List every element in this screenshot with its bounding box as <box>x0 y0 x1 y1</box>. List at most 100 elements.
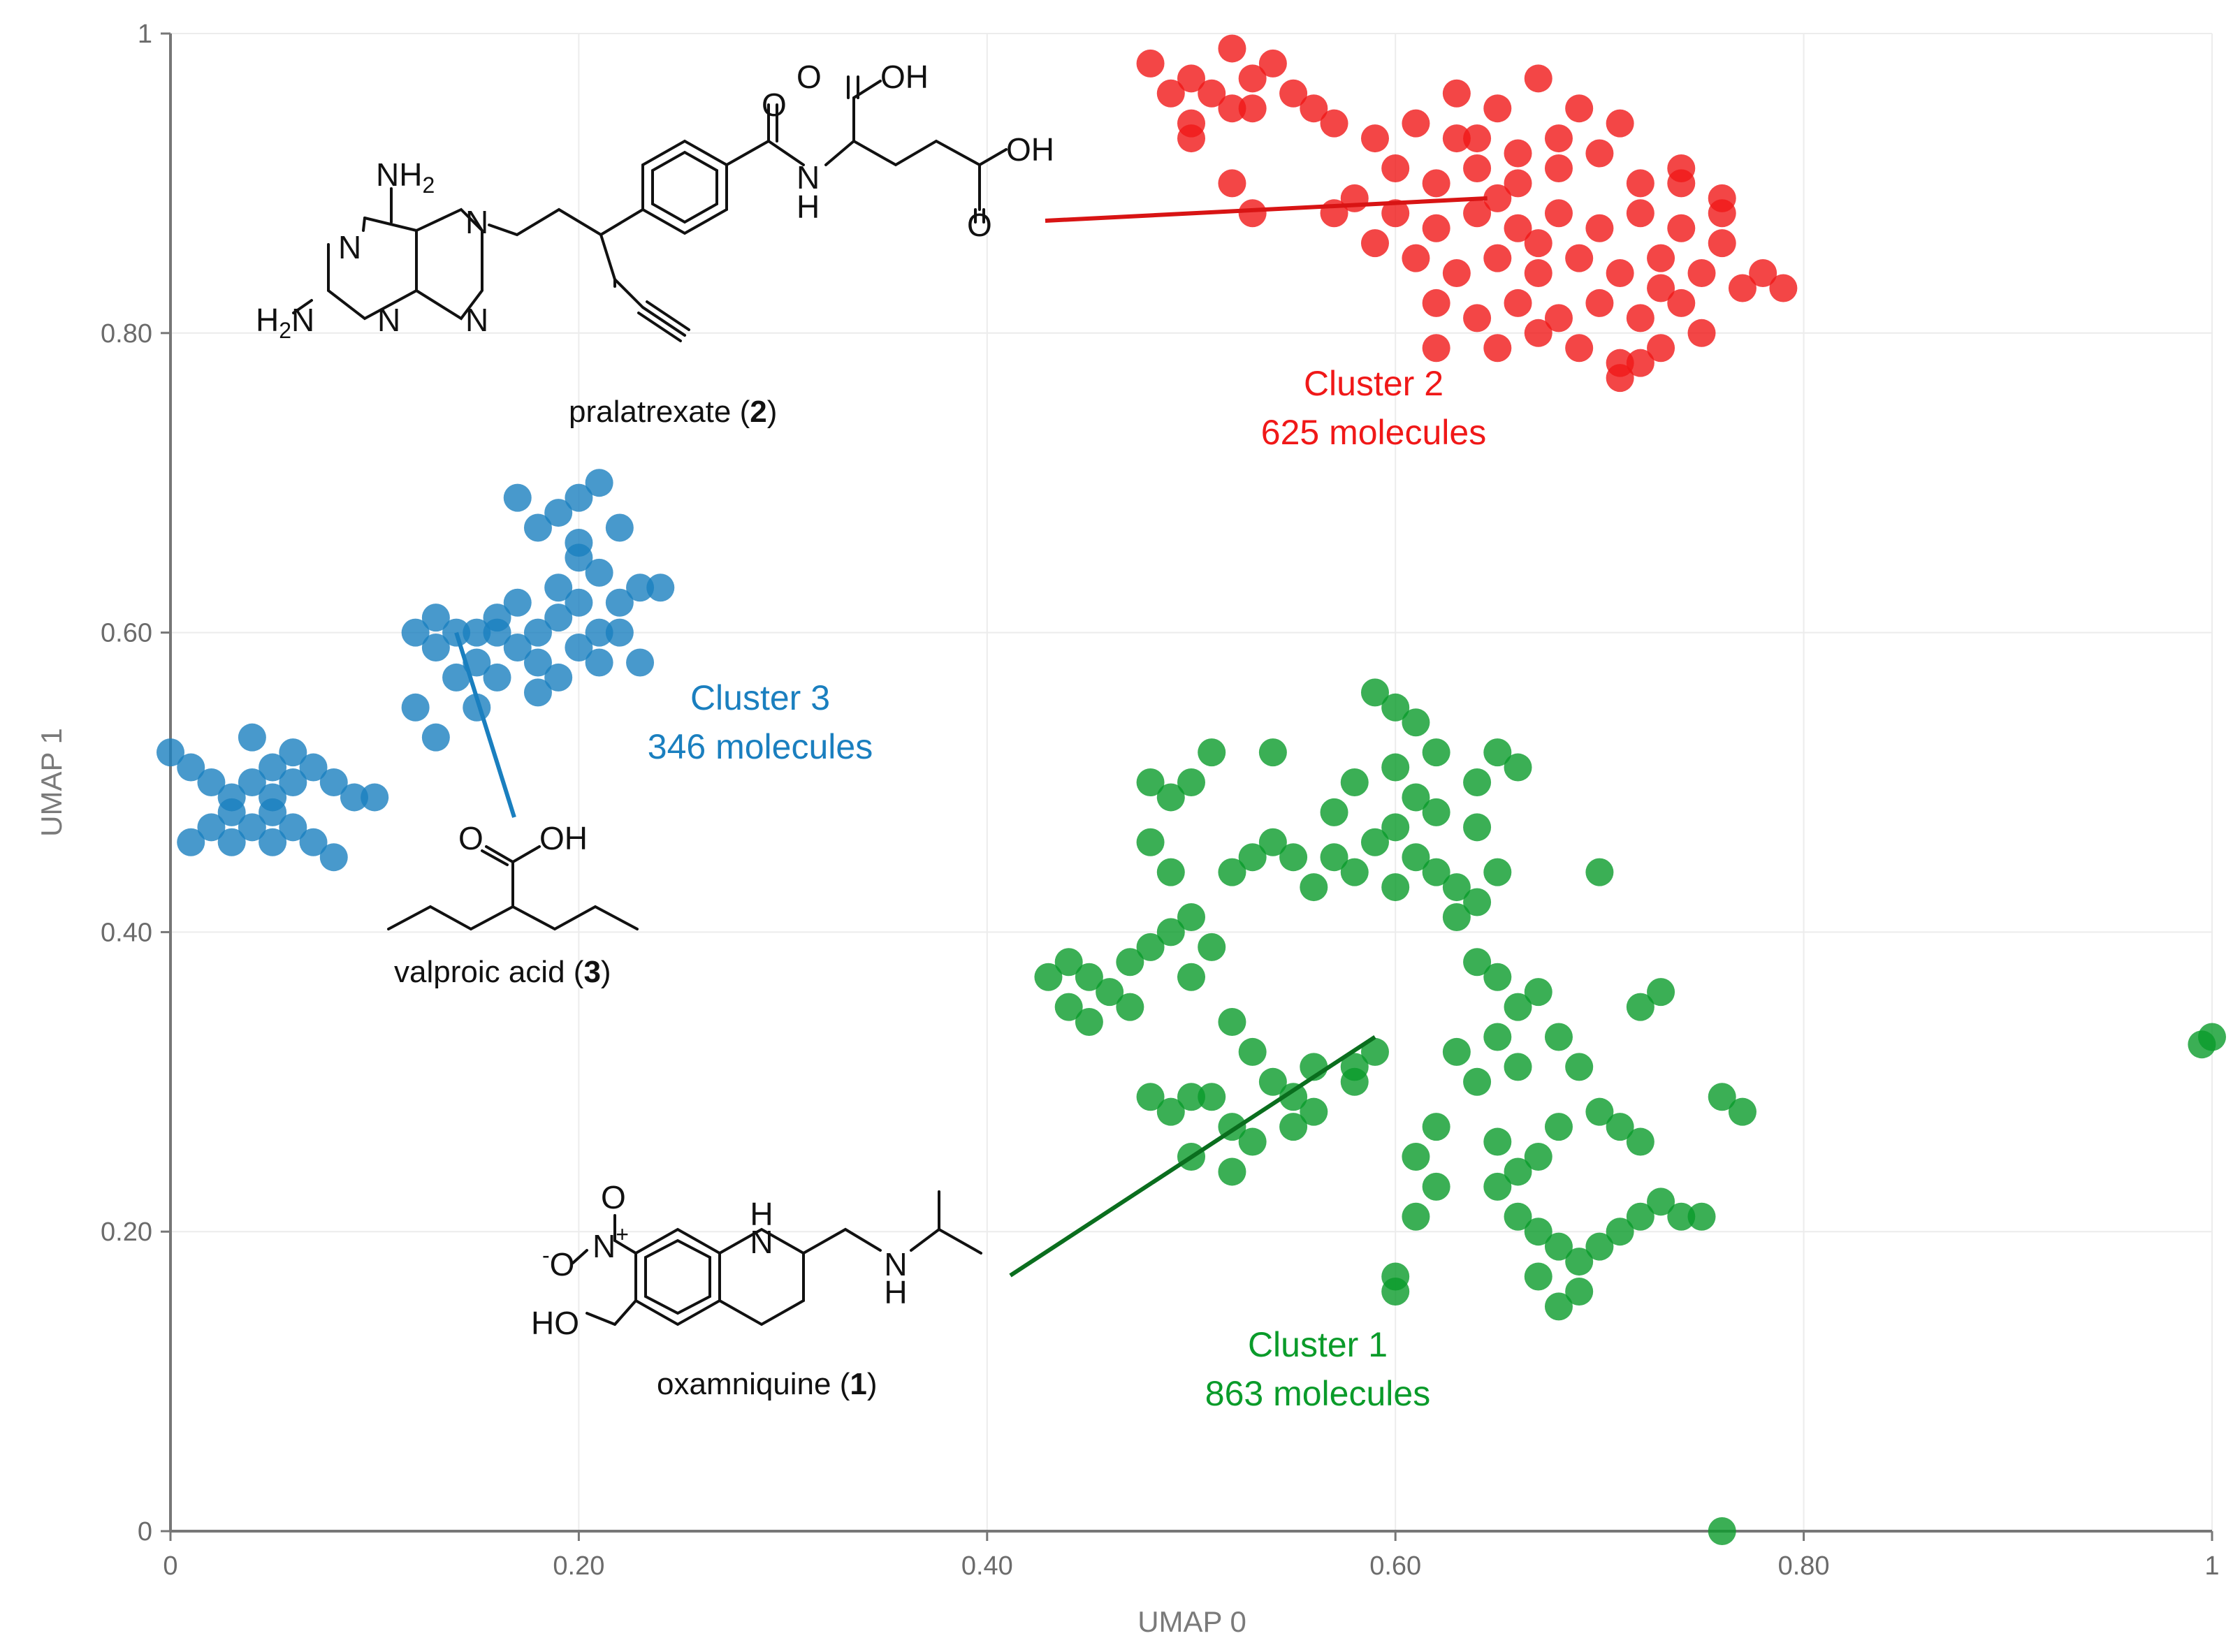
cluster-1-point <box>2198 1023 2226 1051</box>
cluster-1-point <box>1177 768 1205 796</box>
cluster-2-point <box>1442 79 1471 108</box>
scatter-points <box>157 34 2226 1545</box>
cluster-1-point <box>1116 993 1144 1021</box>
cluster-2-point <box>1156 79 1185 108</box>
tick-labels: 0 0.20 0.40 0.60 0.80 1 0 0.20 0.40 0.60 0.80 1 <box>101 20 2220 1581</box>
cluster-1-point <box>1504 1202 1532 1231</box>
cluster-3-point <box>340 783 368 812</box>
cluster-2-point <box>1749 259 1777 288</box>
cluster-3-point <box>259 753 287 782</box>
cluster-1-point <box>1463 888 1492 916</box>
cluster-3-point <box>259 828 287 856</box>
atom-h-amide: H <box>797 189 820 225</box>
cluster-1-point <box>1483 963 1512 991</box>
cluster-3-point <box>442 663 471 692</box>
cluster-2-point <box>1708 199 1736 228</box>
cluster-2-point <box>1402 244 1430 272</box>
cluster-2-point <box>1442 259 1471 288</box>
cluster-1-point <box>1626 1202 1654 1231</box>
x-tick-label: 0.60 <box>1369 1551 1421 1581</box>
cluster-2-point <box>1238 94 1267 123</box>
cluster-1-point <box>1054 948 1083 977</box>
cluster-1-point <box>1422 798 1450 826</box>
cluster-1-point <box>1606 1218 1634 1246</box>
cluster-1-point <box>1096 978 1124 1007</box>
cluster-3-point <box>259 783 287 812</box>
cluster-1-point <box>1156 1097 1185 1126</box>
leader-lines <box>454 196 1488 1278</box>
cluster-2-point <box>1606 259 1634 288</box>
cluster-2-point <box>1667 169 1696 198</box>
oxamniquine-structure: O N+ -O H N N H HO oxamniquine (1) <box>531 1179 982 1401</box>
cluster-1-point <box>1177 963 1205 991</box>
cluster-1-point <box>1544 1113 1573 1141</box>
cluster-2-point <box>1218 169 1246 198</box>
cluster-1-point <box>1381 873 1410 902</box>
cluster-3-point <box>401 693 430 722</box>
cluster-2-point <box>1524 64 1552 93</box>
cluster-1-point <box>1402 843 1430 872</box>
cluster-1-point <box>1524 1218 1552 1246</box>
atom-n4: N <box>465 302 488 338</box>
cluster-2-point <box>1402 109 1430 138</box>
cluster-1-point <box>1565 1053 1594 1081</box>
atom-oh-acid1: OH <box>880 59 929 95</box>
cluster-2-point <box>1606 364 1634 393</box>
cluster-1-point <box>1279 1083 1308 1111</box>
cluster-2-point <box>1565 244 1594 272</box>
cluster-1-point <box>1524 1143 1552 1171</box>
cluster-3-point <box>238 723 266 752</box>
cluster-3-point <box>585 648 613 677</box>
y-tick-label: 0.40 <box>101 918 152 947</box>
cluster-2-point <box>1483 334 1512 363</box>
cluster-2-point <box>1524 259 1552 288</box>
cluster-1-point <box>1544 1023 1573 1051</box>
cluster-1-point <box>1585 1232 1614 1261</box>
cluster-1-point <box>1504 993 1532 1021</box>
cluster-2-point <box>1360 229 1389 258</box>
cluster-3-point <box>605 618 634 647</box>
cluster-1-point <box>1504 753 1532 782</box>
cluster-2-point <box>1177 64 1205 93</box>
cluster-1-point <box>1565 1248 1594 1276</box>
cluster-1-point <box>1381 693 1410 722</box>
cluster-1-point <box>1483 1127 1512 1156</box>
cluster-1-point <box>1402 1143 1430 1171</box>
cluster-1-point <box>1626 993 1654 1021</box>
cluster-1-point <box>1524 978 1552 1007</box>
cluster-1-point <box>1258 828 1287 856</box>
cluster-1-name: Cluster 1 <box>1248 1325 1388 1364</box>
cluster-2-point <box>1544 124 1573 153</box>
cluster-1-point <box>1360 678 1389 707</box>
cluster-1-point <box>1606 1113 1634 1141</box>
atom-oh-acid2: OH <box>1006 131 1054 168</box>
cluster-1-point <box>1136 768 1165 796</box>
cluster-2-point <box>1504 288 1532 317</box>
atom-o-valproic: O <box>458 820 483 856</box>
cluster-1-point <box>1238 1037 1267 1066</box>
cluster-1-point <box>1524 1262 1552 1291</box>
cluster-2-point <box>1565 334 1594 363</box>
cluster-3-point <box>523 648 552 677</box>
atom-n3: N <box>465 204 488 240</box>
cluster-2-point <box>1463 124 1492 153</box>
cluster-2-point <box>1422 334 1450 363</box>
cluster-1-point <box>1198 738 1226 767</box>
cluster-2-point <box>1463 154 1492 182</box>
leader-line-m3 <box>454 631 516 818</box>
cluster-2-point <box>1422 169 1450 198</box>
atom-o-acid2: O <box>967 207 992 243</box>
cluster-3-point <box>626 648 655 677</box>
cluster-2-point <box>1585 139 1614 168</box>
cluster-3-point <box>421 723 450 752</box>
cluster-1-point <box>1544 1292 1573 1321</box>
leader-line-m2 <box>1045 196 1488 223</box>
cluster-3-point <box>421 604 450 632</box>
x-tick-label: 0 <box>163 1551 177 1581</box>
cluster-1-point <box>1422 858 1450 886</box>
cluster-3-point <box>299 753 328 782</box>
cluster-3-point <box>544 573 573 602</box>
atom-nh-amide: N <box>797 159 820 196</box>
cluster-3-point <box>503 588 532 617</box>
atom-n2: N <box>377 302 400 338</box>
